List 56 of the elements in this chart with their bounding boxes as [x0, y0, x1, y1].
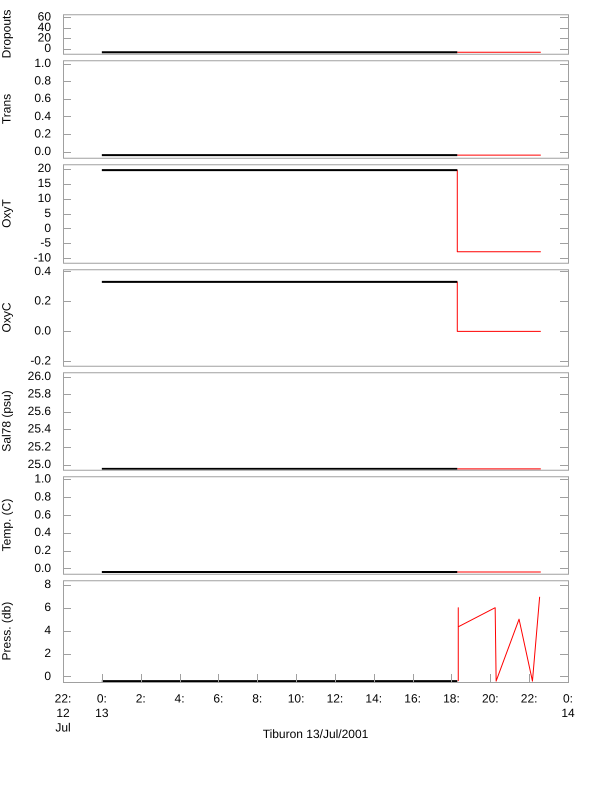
x-tick-label: 2: [136, 692, 146, 706]
x-tick-label: 18: [443, 692, 460, 706]
y-tick-label: 2 [44, 646, 52, 660]
x-axis-title: Tiburon 13/Jul/2001 [262, 727, 369, 742]
y-tick-label: 5 [44, 206, 52, 220]
y-tick-label: 0.4 [34, 108, 52, 123]
x-tick-label: 12: [326, 692, 344, 706]
y-tick-label: 6 [44, 600, 52, 614]
y-tick-label: 0.2 [34, 294, 52, 308]
x-tick-label: 14: [365, 692, 382, 706]
y-axis-title: Trans [0, 94, 14, 124]
y-tick-label: 1.0 [34, 472, 52, 486]
y-axis-title: Temp. (C) [0, 498, 14, 552]
x-tick-label: 10: [288, 692, 304, 706]
y-tick-label: 0.2 [34, 542, 52, 557]
y-tick-label: 8 [44, 577, 52, 592]
y-tick-label: 25.2 [28, 439, 52, 454]
y-tick-label: 4 [44, 622, 52, 637]
x-tick-label: 0: 13 [95, 692, 109, 720]
y-tick-label: 25.0 [28, 456, 52, 471]
x-tick-label: 0: 14 [561, 692, 575, 720]
x-tick-label: 4: [174, 692, 185, 706]
y-tick-label: 0 [44, 668, 52, 683]
y-axis-title: Dropouts [0, 10, 14, 58]
y-tick-label: 0 [44, 220, 52, 235]
y-tick-label: 0.8 [34, 74, 52, 88]
y-tick-label: -0.2 [30, 354, 52, 368]
y-tick-label: 0.4 [34, 264, 52, 278]
y-tick-label: 25.4 [28, 422, 52, 436]
y-tick-label: 0.8 [34, 489, 52, 504]
x-tick-label: 22: [520, 692, 538, 706]
y-tick-label: 26.0 [28, 368, 52, 383]
x-tick-label: 8: [252, 692, 262, 706]
y-tick-label: 20 [38, 160, 52, 175]
y-tick-label: 0.2 [34, 126, 52, 140]
y-axis-title: Press. (db) [0, 602, 14, 660]
y-tick-label: 0.0 [34, 144, 52, 158]
y-axis-title: Sal78 (psu) [0, 390, 14, 452]
y-tick-label: 25.8 [28, 386, 52, 400]
x-tick-label: 6: [213, 692, 224, 706]
y-tick-label: 1.0 [34, 56, 52, 70]
x-tick-label: 22: 12 Jul [54, 692, 72, 734]
y-tick-label: 0.0 [34, 560, 52, 575]
y-tick-label: 0.0 [34, 324, 52, 338]
y-tick-label: 10 [38, 190, 52, 205]
y-tick-label: -5 [40, 236, 52, 250]
y-axis-title: OxyT [0, 198, 14, 228]
y-axis-title: OxyC [0, 302, 14, 332]
y-tick-label: 0.6 [34, 507, 52, 522]
x-tick-label: 20: [482, 692, 499, 706]
y-tick-label: -10 [34, 250, 52, 265]
y-tick-label: 25.6 [28, 404, 52, 418]
y-tick-label: 0.4 [34, 525, 52, 540]
x-tick-label: 16: [404, 692, 421, 706]
y-tick-label: 15 [38, 176, 52, 190]
y-tick-label: 0.6 [34, 91, 52, 106]
